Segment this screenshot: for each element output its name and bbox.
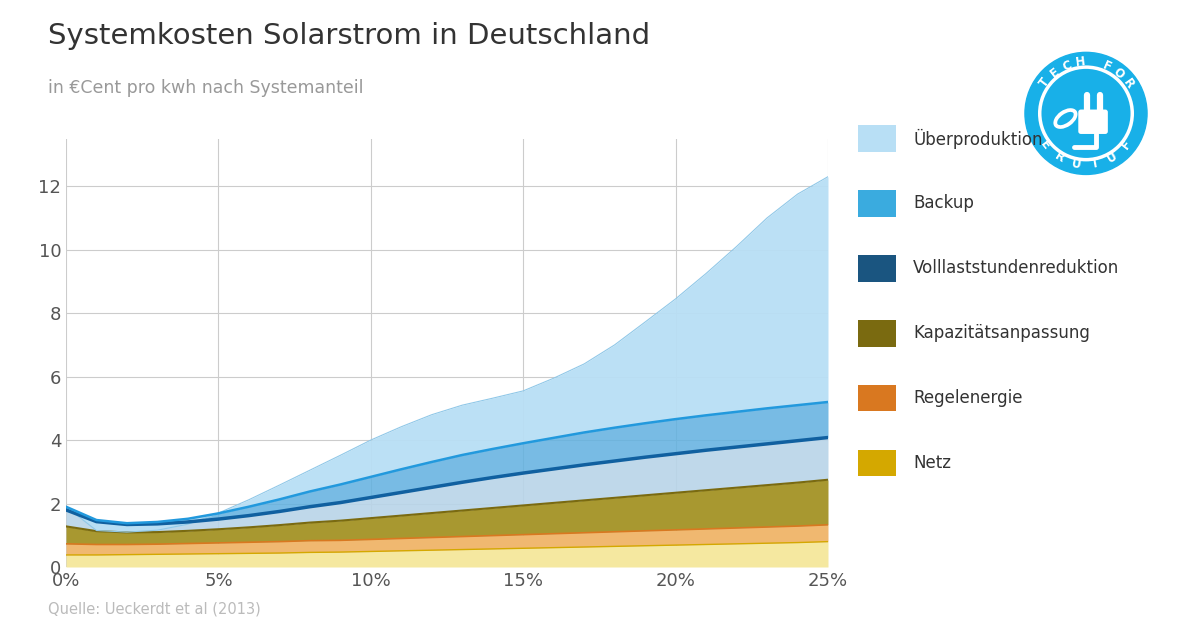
Text: Kapazitätsanpassung: Kapazitätsanpassung [913,324,1090,342]
Text: F: F [1100,59,1114,74]
Text: O: O [1111,66,1127,82]
FancyBboxPatch shape [1079,110,1108,134]
Text: C: C [1060,58,1073,74]
Text: U: U [1105,149,1120,166]
Text: Systemkosten Solarstrom in Deutschland: Systemkosten Solarstrom in Deutschland [48,22,650,50]
Text: T: T [1090,157,1100,171]
Text: R: R [1120,76,1136,91]
Text: Volllaststundenreduktion: Volllaststundenreduktion [913,260,1120,277]
Text: Überproduktion: Überproduktion [913,129,1043,149]
Text: E: E [1038,138,1054,152]
Text: Regelenergie: Regelenergie [913,389,1022,407]
Text: Netz: Netz [913,454,952,472]
Ellipse shape [1054,108,1078,129]
Text: E: E [1048,65,1062,80]
Circle shape [1025,52,1147,175]
Text: T: T [1037,76,1052,89]
Text: Backup: Backup [913,195,974,212]
Text: R: R [1052,149,1067,165]
Text: U: U [1070,157,1082,171]
Ellipse shape [1057,112,1074,125]
Text: H: H [1074,55,1086,69]
Text: in €Cent pro kwh nach Systemanteil: in €Cent pro kwh nach Systemanteil [48,79,364,97]
Text: Quelle: Ueckerdt et al (2013): Quelle: Ueckerdt et al (2013) [48,601,260,616]
Text: F: F [1118,138,1134,152]
